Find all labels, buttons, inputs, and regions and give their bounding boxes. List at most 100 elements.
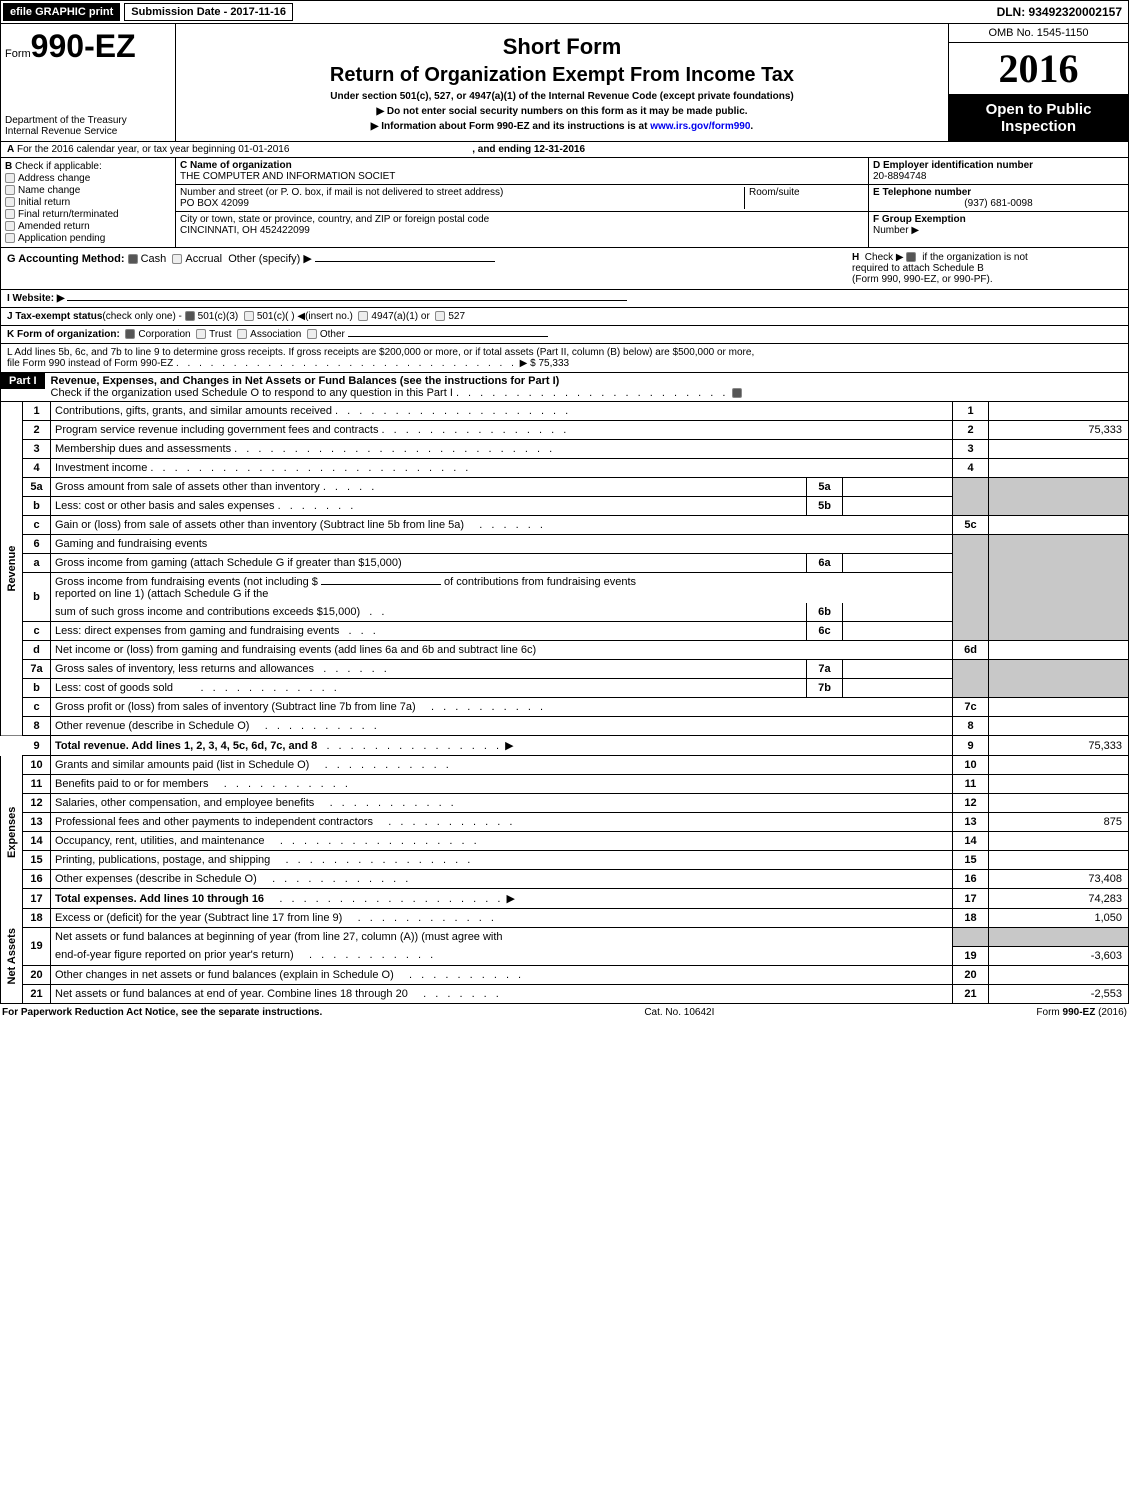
l6b-mini: 6b bbox=[807, 603, 843, 622]
side-expenses: Expenses bbox=[1, 756, 23, 909]
section-abcdef: A For the 2016 calendar year, or tax yea… bbox=[0, 142, 1129, 248]
l6d-desc: Net income or (loss) from gaming and fun… bbox=[51, 641, 953, 660]
line-14: 14 Occupancy, rent, utilities, and maint… bbox=[1, 832, 1129, 851]
k-corp: Corporation bbox=[138, 329, 190, 340]
chk-accrual[interactable] bbox=[172, 254, 182, 264]
l6-num: 6 bbox=[23, 535, 51, 554]
l6a-mini: 6a bbox=[807, 554, 843, 573]
j-501c: 501(c)( ) ◀(insert no.) bbox=[257, 311, 353, 322]
k-trust: Trust bbox=[209, 329, 231, 340]
line-7a: 7a Gross sales of inventory, less return… bbox=[1, 660, 1129, 679]
l5b-desc: Less: cost or other basis and sales expe… bbox=[55, 500, 275, 512]
l7b-mini: 7b bbox=[807, 679, 843, 698]
l8-num: 8 bbox=[23, 717, 51, 736]
l6c-desc: Less: direct expenses from gaming and fu… bbox=[55, 625, 339, 637]
chk-amended[interactable] bbox=[5, 221, 15, 231]
subtitle: Under section 501(c), 527, or 4947(a)(1)… bbox=[184, 91, 940, 102]
chk-other-org[interactable] bbox=[307, 329, 317, 339]
submission-date-button[interactable]: Submission Date - 2017-11-16 bbox=[124, 3, 293, 21]
l5c-desc: Gain or (loss) from sale of assets other… bbox=[55, 519, 464, 531]
l8-val bbox=[989, 717, 1129, 736]
chk-initial[interactable] bbox=[5, 197, 15, 207]
footer-right-post: (2016) bbox=[1095, 1007, 1127, 1018]
line-1: Revenue 1 Contributions, gifts, grants, … bbox=[1, 402, 1129, 421]
l13-rnum: 13 bbox=[953, 813, 989, 832]
form-header: Form990-EZ Department of the Treasury In… bbox=[0, 24, 1129, 142]
label-c: C Name of organization bbox=[180, 160, 292, 171]
line-15: 15 Printing, publications, postage, and … bbox=[1, 851, 1129, 870]
chk-initial-label: Initial return bbox=[18, 197, 70, 208]
l11-desc: Benefits paid to or for members bbox=[55, 778, 208, 790]
l12-desc: Salaries, other compensation, and employ… bbox=[55, 797, 314, 809]
l13-num: 13 bbox=[23, 813, 51, 832]
l11-val bbox=[989, 775, 1129, 794]
l14-desc: Occupancy, rent, utilities, and maintena… bbox=[55, 835, 265, 847]
line-9: 9 Total revenue. Add lines 1, 2, 3, 4, 5… bbox=[1, 736, 1129, 756]
page-footer: For Paperwork Reduction Act Notice, see … bbox=[0, 1004, 1129, 1021]
j-4947: 4947(a)(1) or bbox=[371, 311, 429, 322]
chk-corp[interactable] bbox=[125, 329, 135, 339]
h-text4: (Form 990, 990-EZ, or 990-PF). bbox=[852, 274, 993, 285]
org-name: THE COMPUTER AND INFORMATION SOCIET bbox=[180, 171, 864, 182]
chk-address-label: Address change bbox=[18, 173, 90, 184]
chk-4947[interactable] bbox=[358, 311, 368, 321]
chk-trust[interactable] bbox=[196, 329, 206, 339]
footer-center: Cat. No. 10642I bbox=[644, 1007, 714, 1018]
l17-num: 17 bbox=[23, 889, 51, 909]
chk-assoc[interactable] bbox=[237, 329, 247, 339]
line-5a: 5a Gross amount from sale of assets othe… bbox=[1, 478, 1129, 497]
l15-num: 15 bbox=[23, 851, 51, 870]
l7a-num: 7a bbox=[23, 660, 51, 679]
l18-val: 1,050 bbox=[989, 909, 1129, 928]
l7a-desc: Gross sales of inventory, less returns a… bbox=[55, 663, 314, 675]
part1-header: Part I Revenue, Expenses, and Changes in… bbox=[0, 373, 1129, 402]
l2-val: 75,333 bbox=[989, 421, 1129, 440]
ein-value: 20-8894748 bbox=[873, 171, 1124, 182]
text-b: Check if applicable: bbox=[15, 161, 102, 172]
l6c-mini: 6c bbox=[807, 622, 843, 641]
l7b-num: b bbox=[23, 679, 51, 698]
l6c-num: c bbox=[23, 622, 51, 641]
chk-final[interactable] bbox=[5, 209, 15, 219]
l9-num: 9 bbox=[23, 736, 51, 756]
chk-part1[interactable] bbox=[732, 388, 742, 398]
efile-print-button[interactable]: efile GRAPHIC print bbox=[3, 3, 120, 21]
chk-app[interactable] bbox=[5, 233, 15, 243]
chk-amended-label: Amended return bbox=[18, 221, 90, 232]
chk-cash[interactable] bbox=[128, 254, 138, 264]
chk-h[interactable] bbox=[906, 252, 916, 262]
chk-501c3[interactable] bbox=[185, 311, 195, 321]
label-d: D Employer identification number bbox=[873, 160, 1033, 171]
chk-app-label: Application pending bbox=[18, 233, 105, 244]
line-21: 21 Net assets or fund balances at end of… bbox=[1, 984, 1129, 1003]
footer-right-pre: Form bbox=[1036, 1007, 1062, 1018]
chk-527[interactable] bbox=[435, 311, 445, 321]
l4-num: 4 bbox=[23, 459, 51, 478]
l21-num: 21 bbox=[23, 984, 51, 1003]
city-label: City or town, state or province, country… bbox=[180, 214, 864, 225]
line-16: 16 Other expenses (describe in Schedule … bbox=[1, 870, 1129, 889]
l13-desc: Professional fees and other payments to … bbox=[55, 816, 373, 828]
title-short-form: Short Form bbox=[184, 34, 940, 60]
l16-desc: Other expenses (describe in Schedule O) bbox=[55, 873, 257, 885]
form-number-value: 990-EZ bbox=[31, 28, 136, 64]
l5c-num: c bbox=[23, 516, 51, 535]
l3-desc: Membership dues and assessments bbox=[55, 443, 231, 455]
l6b-desc4: sum of such gross income and contributio… bbox=[55, 606, 360, 618]
l6a-desc: Gross income from gaming (attach Schedul… bbox=[51, 554, 807, 573]
l21-val: -2,553 bbox=[989, 984, 1129, 1003]
l10-num: 10 bbox=[23, 756, 51, 775]
l6d-val bbox=[989, 641, 1129, 660]
irs-link[interactable]: www.irs.gov/form990 bbox=[650, 121, 750, 132]
l2-rnum: 2 bbox=[953, 421, 989, 440]
l7c-desc: Gross profit or (loss) from sales of inv… bbox=[55, 701, 416, 713]
label-b: B bbox=[5, 161, 12, 172]
footer-right-bold: 990-EZ bbox=[1063, 1007, 1096, 1018]
chk-501c[interactable] bbox=[244, 311, 254, 321]
chk-name[interactable] bbox=[5, 185, 15, 195]
l15-rnum: 15 bbox=[953, 851, 989, 870]
line-10: Expenses 10 Grants and similar amounts p… bbox=[1, 756, 1129, 775]
l19-rnum: 19 bbox=[953, 946, 989, 965]
chk-address[interactable] bbox=[5, 173, 15, 183]
l4-val bbox=[989, 459, 1129, 478]
